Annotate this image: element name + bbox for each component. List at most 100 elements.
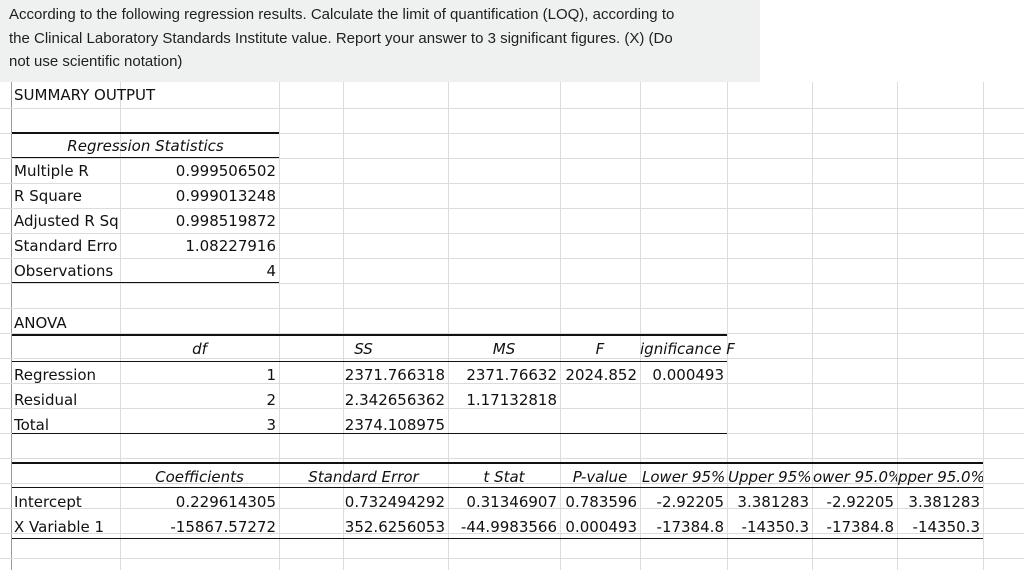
x-variable-coefficient[interactable]: -15867.57272 xyxy=(170,518,276,536)
anova-header-f[interactable]: F xyxy=(595,340,605,358)
coef-header-t-stat[interactable]: t Stat xyxy=(483,468,525,486)
stat-label-standard-error[interactable]: Standard Erro xyxy=(14,237,118,255)
intercept-upper-95-0[interactable]: 3.381283 xyxy=(908,493,980,511)
coefficients-header-rule xyxy=(12,487,983,488)
x-variable-standard-error[interactable]: 352.6256053 xyxy=(344,518,445,536)
anova-header-rule xyxy=(12,361,727,362)
question-line-2: the Clinical Laboratory Standards Instit… xyxy=(9,29,673,47)
anova-header-ss[interactable]: SS xyxy=(354,340,373,358)
anova-header-significance-f[interactable]: ignificance F xyxy=(640,340,735,358)
anova-regression-ss[interactable]: 2371.766318 xyxy=(344,366,445,384)
x-variable-upper-95[interactable]: -14350.3 xyxy=(741,518,809,536)
grid-column-line xyxy=(812,82,813,570)
anova-top-rule xyxy=(12,334,727,336)
intercept-lower-95[interactable]: -2.92205 xyxy=(656,493,724,511)
grid-column-line xyxy=(897,82,898,570)
stat-value-multiple-r[interactable]: 0.999506502 xyxy=(175,162,276,180)
anova-total-ss[interactable]: 2374.108975 xyxy=(344,416,445,434)
x-variable-p-value[interactable]: 0.000493 xyxy=(565,518,637,536)
regression-stats-top-rule xyxy=(12,132,279,134)
grid-row-line xyxy=(0,258,1024,259)
grid-column-line xyxy=(727,82,728,570)
anova-regression-f[interactable]: 2024.852 xyxy=(565,366,637,384)
x-variable-lower-95-0[interactable]: -17384.8 xyxy=(826,518,894,536)
grid-row-line xyxy=(0,183,1024,184)
coefficients-bottom-rule xyxy=(12,538,983,539)
grid-column-line xyxy=(120,82,121,570)
grid-column-line xyxy=(11,82,12,570)
question-line-3: not use scientific notation) xyxy=(9,53,183,70)
anova-bottom-rule xyxy=(12,433,727,434)
anova-residual-ss[interactable]: 2.342656362 xyxy=(344,391,445,409)
grid-row-line xyxy=(0,533,1024,534)
intercept-t-stat[interactable]: 0.31346907 xyxy=(466,493,557,511)
grid-column-line xyxy=(279,82,280,570)
regression-stats-bottom-rule xyxy=(12,282,279,283)
intercept-coefficient[interactable]: 0.229614305 xyxy=(175,493,276,511)
intercept-upper-95[interactable]: 3.381283 xyxy=(737,493,809,511)
stat-value-observations[interactable]: 4 xyxy=(266,262,276,280)
anova-regression-ms[interactable]: 2371.76632 xyxy=(466,366,557,384)
grid-column-line xyxy=(640,82,641,570)
stat-label-multiple-r[interactable]: Multiple R xyxy=(14,162,89,180)
coef-header-coefficients[interactable]: Coefficients xyxy=(155,468,244,486)
coef-header-lower-95[interactable]: Lower 95% xyxy=(642,468,726,486)
grid-row-line xyxy=(0,558,1024,559)
coef-header-upper-95[interactable]: Upper 95% xyxy=(728,468,812,486)
grid-column-line xyxy=(343,82,344,570)
x-variable-upper-95-0[interactable]: -14350.3 xyxy=(912,518,980,536)
grid-row-line xyxy=(0,483,1024,484)
coef-header-lower-95-0[interactable]: ower 95.0% xyxy=(813,468,897,486)
anova-row-label-residual[interactable]: Residual xyxy=(14,391,78,409)
grid-row-line xyxy=(0,383,1024,384)
stat-label-adjusted-r-square[interactable]: Adjusted R Squ xyxy=(14,212,119,230)
stat-value-r-square[interactable]: 0.999013248 xyxy=(175,187,276,205)
x-variable-t-stat[interactable]: -44.9983566 xyxy=(460,518,557,536)
intercept-lower-95-0[interactable]: -2.92205 xyxy=(826,493,894,511)
regression-stats-header-rule xyxy=(12,157,279,158)
coefficients-top-rule xyxy=(12,462,983,464)
grid-row-line xyxy=(0,333,1024,334)
grid-row-line xyxy=(0,308,1024,309)
grid-row-line xyxy=(0,208,1024,209)
anova-total-df[interactable]: 3 xyxy=(266,416,276,434)
grid-column-line xyxy=(560,82,561,570)
coef-row-label-intercept[interactable]: Intercept xyxy=(14,493,82,511)
anova-regression-significance[interactable]: 0.000493 xyxy=(652,366,724,384)
anova-regression-df[interactable]: 1 xyxy=(266,366,276,384)
grid-row-line xyxy=(0,158,1024,159)
intercept-p-value[interactable]: 0.783596 xyxy=(565,493,637,511)
anova-header-df[interactable]: df xyxy=(192,340,207,358)
question-text: According to the following regression re… xyxy=(0,0,760,82)
coef-header-p-value[interactable]: P-value xyxy=(572,468,628,486)
anova-row-label-total[interactable]: Total xyxy=(14,416,50,434)
grid-row-line xyxy=(0,358,1024,359)
regression-statistics-header[interactable]: Regression Statistics xyxy=(67,137,224,155)
stat-label-r-square[interactable]: R Square xyxy=(14,187,82,205)
grid-row-line xyxy=(0,408,1024,409)
anova-header-ms[interactable]: MS xyxy=(492,340,516,358)
grid-row-line xyxy=(0,508,1024,509)
grid-row-line xyxy=(0,133,1024,134)
grid-column-line xyxy=(983,82,984,570)
spreadsheet-grid[interactable]: SUMMARY OUTPUT Regression Statistics Mul… xyxy=(0,82,1024,570)
grid-row-line xyxy=(0,283,1024,284)
question-line-1: According to the following regression re… xyxy=(9,6,675,23)
coef-row-label-x-variable-1[interactable]: X Variable 1 xyxy=(14,518,105,536)
anova-residual-ms[interactable]: 1.17132818 xyxy=(466,391,557,409)
intercept-standard-error[interactable]: 0.732494292 xyxy=(344,493,445,511)
summary-output-title[interactable]: SUMMARY OUTPUT xyxy=(14,86,156,104)
anova-residual-df[interactable]: 2 xyxy=(266,391,276,409)
x-variable-lower-95[interactable]: -17384.8 xyxy=(656,518,724,536)
grid-row-line xyxy=(0,108,1024,109)
stat-label-observations[interactable]: Observations xyxy=(14,262,114,280)
anova-title[interactable]: ANOVA xyxy=(14,314,67,332)
grid-row-line xyxy=(0,233,1024,234)
anova-row-label-regression[interactable]: Regression xyxy=(14,366,97,384)
grid-row-line xyxy=(0,458,1024,459)
grid-column-line xyxy=(448,82,449,570)
coef-header-standard-error[interactable]: Standard Error xyxy=(308,468,419,486)
stat-value-adjusted-r-square[interactable]: 0.998519872 xyxy=(175,212,276,230)
stat-value-standard-error[interactable]: 1.08227916 xyxy=(185,237,276,255)
coef-header-upper-95-0[interactable]: pper 95.0% xyxy=(898,468,983,486)
